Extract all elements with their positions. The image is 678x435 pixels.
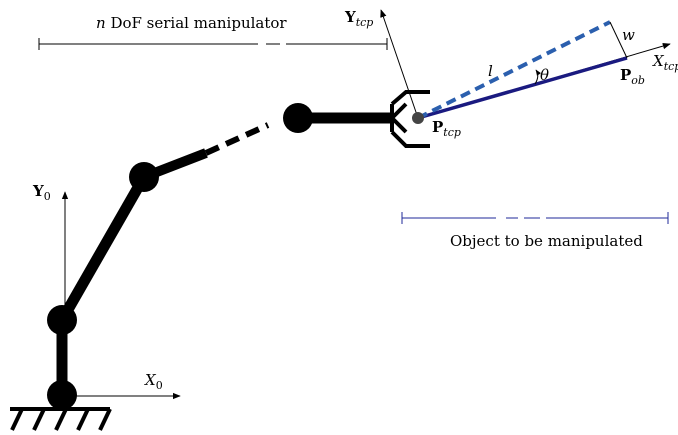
ob-point-label: Pob bbox=[620, 66, 645, 87]
length-label: l bbox=[488, 62, 493, 80]
manipulator-label: n DoF serial manipulator bbox=[96, 14, 287, 32]
joint-elbow bbox=[129, 162, 159, 192]
tcp-point-label: Ptcp bbox=[432, 118, 461, 139]
base-x-axis-label: X0 bbox=[144, 371, 163, 392]
tcp-x-axis-label: Xtcp bbox=[652, 52, 678, 73]
theta-label: θ bbox=[540, 66, 549, 84]
base-y-axis-label: Y0 bbox=[32, 182, 51, 203]
object-span-bracket bbox=[401, 212, 669, 224]
joint-wrist bbox=[283, 103, 313, 133]
tcp-point-marker bbox=[412, 112, 424, 124]
joint-shoulder bbox=[47, 305, 77, 335]
ground-base bbox=[10, 407, 112, 431]
joint-base bbox=[47, 380, 77, 410]
object bbox=[412, 20, 628, 124]
width-indicator bbox=[609, 21, 628, 59]
object-label: Object to be manipulated bbox=[450, 232, 643, 250]
theta-arc bbox=[534, 69, 541, 85]
width-label: w bbox=[622, 26, 635, 44]
robot-arm bbox=[47, 103, 392, 410]
gripper bbox=[390, 90, 430, 148]
manipulator-span-bracket bbox=[38, 38, 388, 50]
tcp-y-axis-label: Ytcp bbox=[344, 8, 373, 29]
